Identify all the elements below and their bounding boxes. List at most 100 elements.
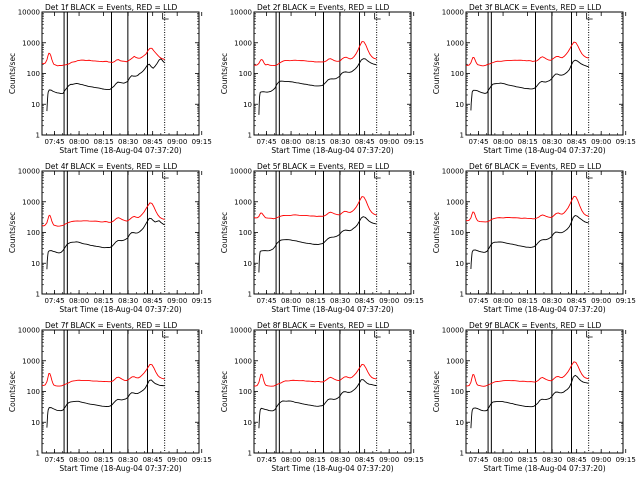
y-tick-label: 10 (455, 101, 464, 109)
detector-panel: Det 4f BLACK = Events, RED = LLD 1 10 100 10… (8, 162, 212, 314)
y-tick-label: 100 (451, 70, 464, 78)
x-tick-label: 08:45 (567, 456, 587, 464)
x-tick-label: 08:15 (518, 456, 538, 464)
x-tick-label: 08:00 (281, 456, 301, 464)
x-tick-label: 08:30 (330, 456, 350, 464)
lld-series-line (253, 41, 377, 67)
x-tick-label: 09:00 (591, 138, 611, 146)
y-tick-label: 100 (27, 70, 40, 78)
events-series-line (258, 379, 377, 429)
events-series-line (258, 216, 377, 273)
y-tick-label: 10000 (230, 168, 252, 176)
y-tick-label: 1000 (446, 357, 464, 365)
y-tick-label: 10000 (442, 9, 464, 17)
y-tick-label: 1 (248, 291, 252, 299)
x-tick-label: 07:45 (468, 456, 488, 464)
panel-title: Det 3f BLACK = Events, RED = LLD (469, 3, 602, 12)
x-axis-label: Start Time (18-Aug-04 07:37:20) (59, 464, 181, 473)
x-axis-label: Start Time (18-Aug-04 07:37:20) (483, 146, 605, 155)
events-series-line (258, 58, 377, 115)
x-tick-label: 07:45 (256, 138, 276, 146)
events-series-line (470, 215, 589, 270)
x-tick-label: 08:15 (94, 456, 114, 464)
x-tick-label: 09:00 (167, 138, 187, 146)
y-tick-label: 100 (239, 229, 252, 237)
plot-frame (41, 170, 200, 295)
events-series-line (46, 217, 165, 270)
x-axis-label: Start Time (18-Aug-04 07:37:20) (483, 464, 605, 473)
lld-series-line (41, 202, 165, 227)
y-axis-label: Counts/sec (220, 53, 229, 94)
y-tick-label: 100 (239, 388, 252, 396)
x-tick-label: 08:45 (567, 138, 587, 146)
lld-series-line (41, 47, 165, 67)
x-tick-label: 08:30 (542, 138, 562, 146)
attenuator-marker (374, 172, 381, 179)
y-axis-label: Counts/sec (220, 212, 229, 253)
y-axis-label: Counts/sec (432, 371, 441, 412)
plot-frame (253, 170, 412, 295)
panel-title: Det 1f BLACK = Events, RED = LLD (45, 3, 178, 12)
y-tick-label: 1000 (234, 357, 252, 365)
attenuator-marker (374, 13, 381, 20)
x-tick-label: 09:15 (616, 138, 636, 146)
plot-frame (41, 11, 200, 136)
x-tick-label: 07:45 (44, 138, 64, 146)
y-tick-label: 10 (455, 419, 464, 427)
detector-panel: Det 8f BLACK = Events, RED = LLD 1 10 100 10… (220, 321, 424, 473)
y-tick-label: 10 (31, 260, 40, 268)
plot-frame (465, 11, 624, 136)
x-tick-label: 08:00 (493, 138, 513, 146)
x-tick-label: 07:45 (44, 456, 64, 464)
x-tick-label: 09:00 (167, 456, 187, 464)
x-tick-label: 09:00 (379, 138, 399, 146)
x-tick-label: 08:15 (518, 138, 538, 146)
lld-series-line (41, 363, 165, 387)
x-tick-label: 08:45 (143, 297, 163, 305)
detector-panel: Det 5f BLACK = Events, RED = LLD 1 10 100 10… (220, 162, 424, 314)
y-tick-label: 100 (451, 388, 464, 396)
x-axis-label: Start Time (18-Aug-04 07:37:20) (483, 305, 605, 314)
y-tick-label: 10 (243, 419, 252, 427)
detector-panel: Det 3f BLACK = Events, RED = LLD 1 10 100 10… (432, 3, 636, 155)
y-tick-label: 1000 (22, 39, 40, 47)
panel-title: Det 9f BLACK = Events, RED = LLD (469, 321, 602, 330)
x-tick-label: 09:00 (167, 297, 187, 305)
x-tick-label: 09:00 (591, 297, 611, 305)
x-tick-label: 09:15 (404, 456, 424, 464)
x-tick-label: 09:15 (192, 297, 212, 305)
x-tick-label: 08:00 (69, 138, 89, 146)
plot-frame (465, 329, 624, 454)
events-series-line (46, 58, 165, 112)
x-tick-label: 08:30 (330, 297, 350, 305)
x-tick-label: 08:30 (542, 456, 562, 464)
x-tick-label: 08:30 (542, 297, 562, 305)
x-tick-label: 08:00 (281, 297, 301, 305)
x-tick-label: 09:15 (404, 297, 424, 305)
x-tick-label: 08:00 (493, 297, 513, 305)
y-tick-label: 1 (460, 291, 464, 299)
y-tick-label: 1 (36, 291, 40, 299)
y-tick-label: 10000 (18, 168, 40, 176)
plot-frame (41, 329, 200, 454)
x-tick-label: 08:45 (143, 138, 163, 146)
y-tick-label: 1 (460, 132, 464, 140)
x-tick-label: 09:15 (404, 138, 424, 146)
detector-panel: Det 9f BLACK = Events, RED = LLD 1 10 100 10… (432, 321, 636, 473)
x-tick-label: 07:45 (468, 297, 488, 305)
x-tick-label: 09:15 (192, 456, 212, 464)
x-tick-label: 09:15 (616, 456, 636, 464)
y-tick-label: 10000 (230, 9, 252, 17)
panel-title: Det 7f BLACK = Events, RED = LLD (45, 321, 178, 330)
x-tick-label: 09:00 (379, 297, 399, 305)
y-axis-label: Counts/sec (8, 371, 17, 412)
y-tick-label: 10000 (442, 327, 464, 335)
y-tick-label: 10000 (442, 168, 464, 176)
x-tick-label: 08:15 (306, 456, 326, 464)
panel-title: Det 5f BLACK = Events, RED = LLD (257, 162, 390, 171)
x-tick-label: 08:15 (518, 297, 538, 305)
detector-panel: Det 7f BLACK = Events, RED = LLD 1 10 100 10… (8, 321, 212, 473)
x-axis-label: Start Time (18-Aug-04 07:37:20) (271, 305, 393, 314)
panel-title: Det 8f BLACK = Events, RED = LLD (257, 321, 390, 330)
